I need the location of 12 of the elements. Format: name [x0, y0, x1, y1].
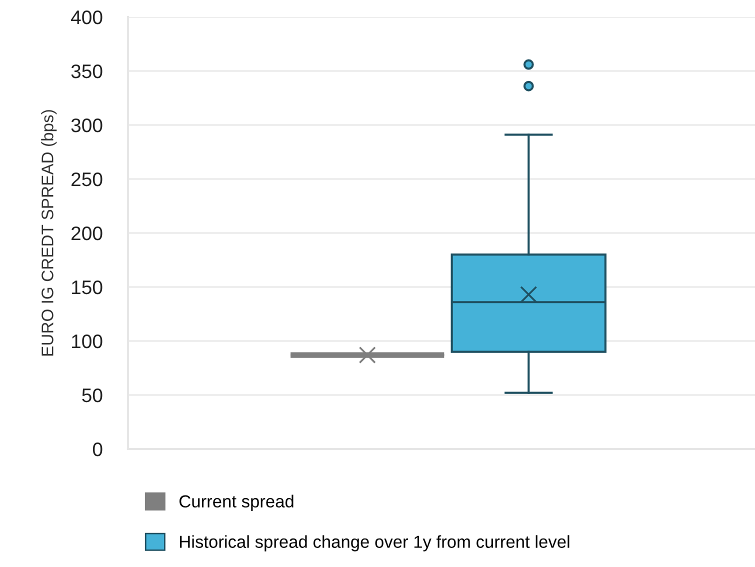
legend-label: Historical spread change over 1y from current level [180, 535, 570, 552]
y-tick-label: 150 [72, 280, 102, 294]
y-tick-label: 350 [71, 64, 102, 78]
y-tick-label: 50 [82, 388, 102, 402]
y-tick-label: 250 [72, 172, 102, 186]
y-tick-label: 300 [71, 118, 102, 132]
legend-label: Current spread [179, 494, 294, 511]
y-tick-label: 0 [92, 442, 102, 456]
y-tick-label: 400 [71, 10, 102, 24]
y-axis-title: EURO IG CREDT SPREAD (bps) [41, 110, 57, 356]
y-tick-label: 200 [72, 226, 102, 240]
y-tick-label: 100 [72, 334, 102, 348]
